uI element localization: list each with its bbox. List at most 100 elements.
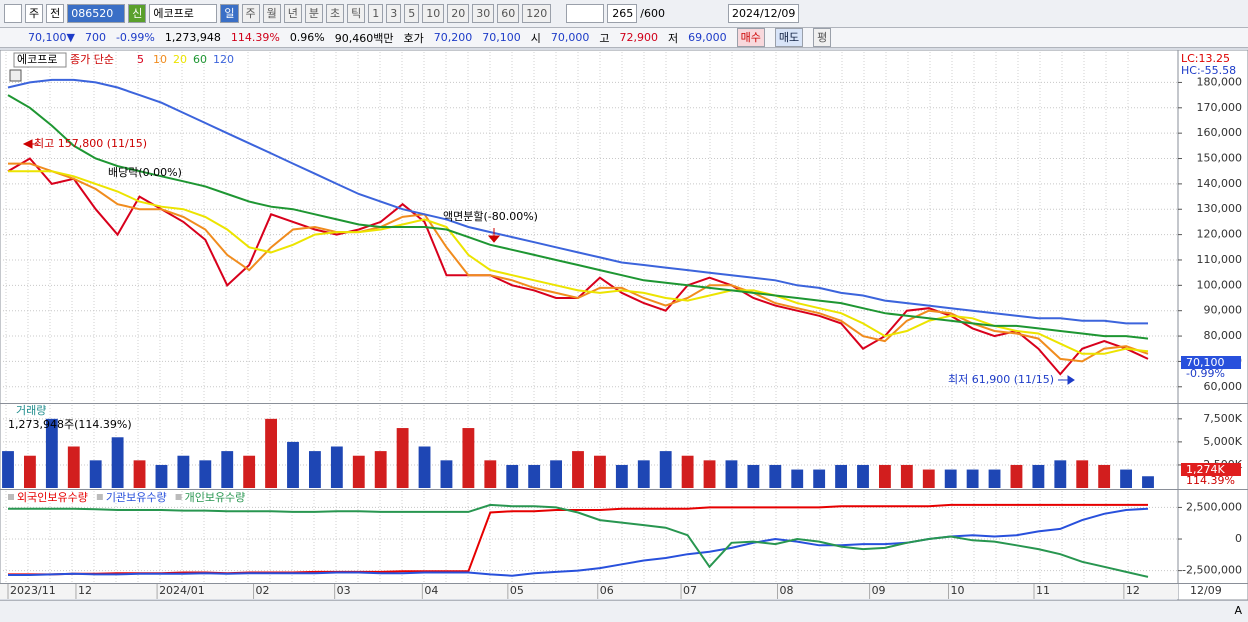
volume-rate: 114.39% xyxy=(230,31,280,44)
buy-button[interactable]: 매수 xyxy=(736,28,765,47)
x-tick-label: 2024/01 xyxy=(159,584,205,597)
volume-bar xyxy=(2,451,14,488)
market-select[interactable]: 주 xyxy=(25,4,44,23)
interval-button[interactable]: 10 xyxy=(422,4,445,23)
volume-bar xyxy=(791,469,804,488)
volume-bar xyxy=(308,451,321,488)
x-tick-label: 10 xyxy=(951,584,965,597)
x-tick-label: 05 xyxy=(510,584,524,597)
volume-bar xyxy=(1076,460,1089,488)
stock-name: 에코프로 xyxy=(17,53,57,66)
empty-select[interactable] xyxy=(566,4,605,23)
interval-button[interactable]: 3 xyxy=(386,4,402,23)
menu[interactable] xyxy=(4,4,22,23)
bid: 70,100 xyxy=(482,31,521,44)
volume-bar xyxy=(593,455,606,488)
volume-bar xyxy=(221,451,234,488)
code-input[interactable]: 086520 xyxy=(67,4,126,23)
legend-swatch xyxy=(8,494,14,500)
annotation: 배당락(0.00%) xyxy=(108,166,182,179)
volume-bar xyxy=(330,446,343,488)
volume-bar xyxy=(45,418,58,488)
x-end-label: 12/09 xyxy=(1190,584,1222,597)
stock-name: 에코프로 xyxy=(149,4,218,23)
series-line xyxy=(8,503,1149,578)
period-button[interactable]: 초 xyxy=(326,4,345,23)
volume-bar xyxy=(199,460,212,488)
volume-bar xyxy=(769,464,782,488)
badge: 신 xyxy=(128,4,147,23)
count-max: /600 xyxy=(640,7,665,20)
period-button[interactable]: 일 xyxy=(220,4,239,23)
volume-bar xyxy=(352,455,365,488)
prev-select[interactable]: 전 xyxy=(46,4,65,23)
volume-bar xyxy=(155,464,168,488)
volume-bar xyxy=(878,464,891,488)
period-button[interactable]: 분 xyxy=(304,4,323,23)
count-input[interactable]: 265 xyxy=(607,4,638,23)
legend-swatch xyxy=(175,494,182,500)
volume-bar xyxy=(572,451,584,488)
volume-bar xyxy=(813,469,826,488)
volume-bar xyxy=(133,460,146,488)
volume-bar xyxy=(922,469,935,488)
rate: -0.99% xyxy=(115,31,155,44)
volume-bar xyxy=(615,464,628,488)
period-button[interactable]: 주 xyxy=(241,4,260,23)
volume-bar xyxy=(265,418,278,488)
open-label: 시 xyxy=(530,31,541,45)
interval-button[interactable]: 120 xyxy=(522,4,552,23)
volume-bar xyxy=(1098,464,1111,488)
sell-button[interactable]: 매도 xyxy=(774,28,804,47)
low-arrow xyxy=(1058,375,1075,385)
interval-button[interactable]: 5 xyxy=(404,4,420,23)
last-price: 70,100 xyxy=(1186,356,1225,369)
date-input[interactable]: 2024/12/09 xyxy=(727,4,800,23)
volume-bar xyxy=(374,451,387,488)
volume-bar xyxy=(111,437,124,488)
volume-bar xyxy=(243,455,256,488)
volume-bar xyxy=(747,464,760,488)
period-button[interactable]: 틱 xyxy=(347,4,366,23)
y-tick-label: 140,000 xyxy=(1197,177,1243,190)
open: 70,000 xyxy=(550,31,590,44)
x-tick-label: 04 xyxy=(424,584,438,597)
legend-entry: 120 xyxy=(213,53,234,66)
volume-bar xyxy=(23,455,36,488)
volume-bar xyxy=(725,460,738,488)
key-button[interactable]: A xyxy=(1234,604,1242,617)
period-button[interactable]: 년 xyxy=(283,4,302,23)
volume-bar xyxy=(418,446,431,488)
volume-bar xyxy=(703,460,716,488)
interval-button[interactable]: 30 xyxy=(472,4,495,23)
interval-button[interactable]: 60 xyxy=(497,4,520,23)
volume-bar xyxy=(681,455,694,488)
change: 700 xyxy=(84,31,106,44)
volume: 1,273,948 xyxy=(164,31,221,44)
avg-button[interactable]: 평 xyxy=(813,28,832,47)
volume-bar xyxy=(550,460,563,488)
last-change: -0.99% xyxy=(1186,367,1225,380)
y-tick-label: 130,000 xyxy=(1197,202,1243,215)
interval-button[interactable]: 20 xyxy=(447,4,470,23)
legend-entry: 기관보유수량 xyxy=(106,491,167,504)
volume-title: 거래량 xyxy=(16,404,46,417)
legend-entry: 5 xyxy=(137,53,144,66)
volume-summary: 1,273,948주(114.39%) xyxy=(8,418,132,431)
volume-bar xyxy=(462,428,475,488)
series-line xyxy=(7,94,1149,340)
period-button[interactable]: 월 xyxy=(262,4,281,23)
footer: A xyxy=(0,600,1248,622)
series-line xyxy=(7,78,1148,325)
series-line xyxy=(8,507,1149,577)
chart: 60,00070,00080,00090,000100,000110,00012… xyxy=(0,50,1248,600)
legend-entry: 외국인보유수량 xyxy=(17,491,88,504)
y-tick-label: 120,000 xyxy=(1197,228,1243,241)
volume-bar xyxy=(1120,469,1133,488)
y-tick-label: 80,000 xyxy=(1204,329,1243,342)
x-tick-label: 11 xyxy=(1036,584,1050,597)
volume-bar xyxy=(440,460,453,488)
volume-bar xyxy=(1010,464,1023,488)
interval-button[interactable]: 1 xyxy=(368,4,384,23)
y-tick-label: 90,000 xyxy=(1204,304,1243,317)
